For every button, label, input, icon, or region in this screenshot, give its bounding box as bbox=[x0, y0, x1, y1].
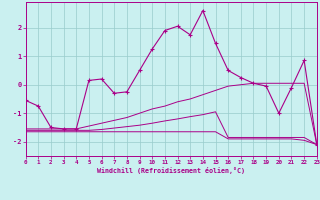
X-axis label: Windchill (Refroidissement éolien,°C): Windchill (Refroidissement éolien,°C) bbox=[97, 167, 245, 174]
